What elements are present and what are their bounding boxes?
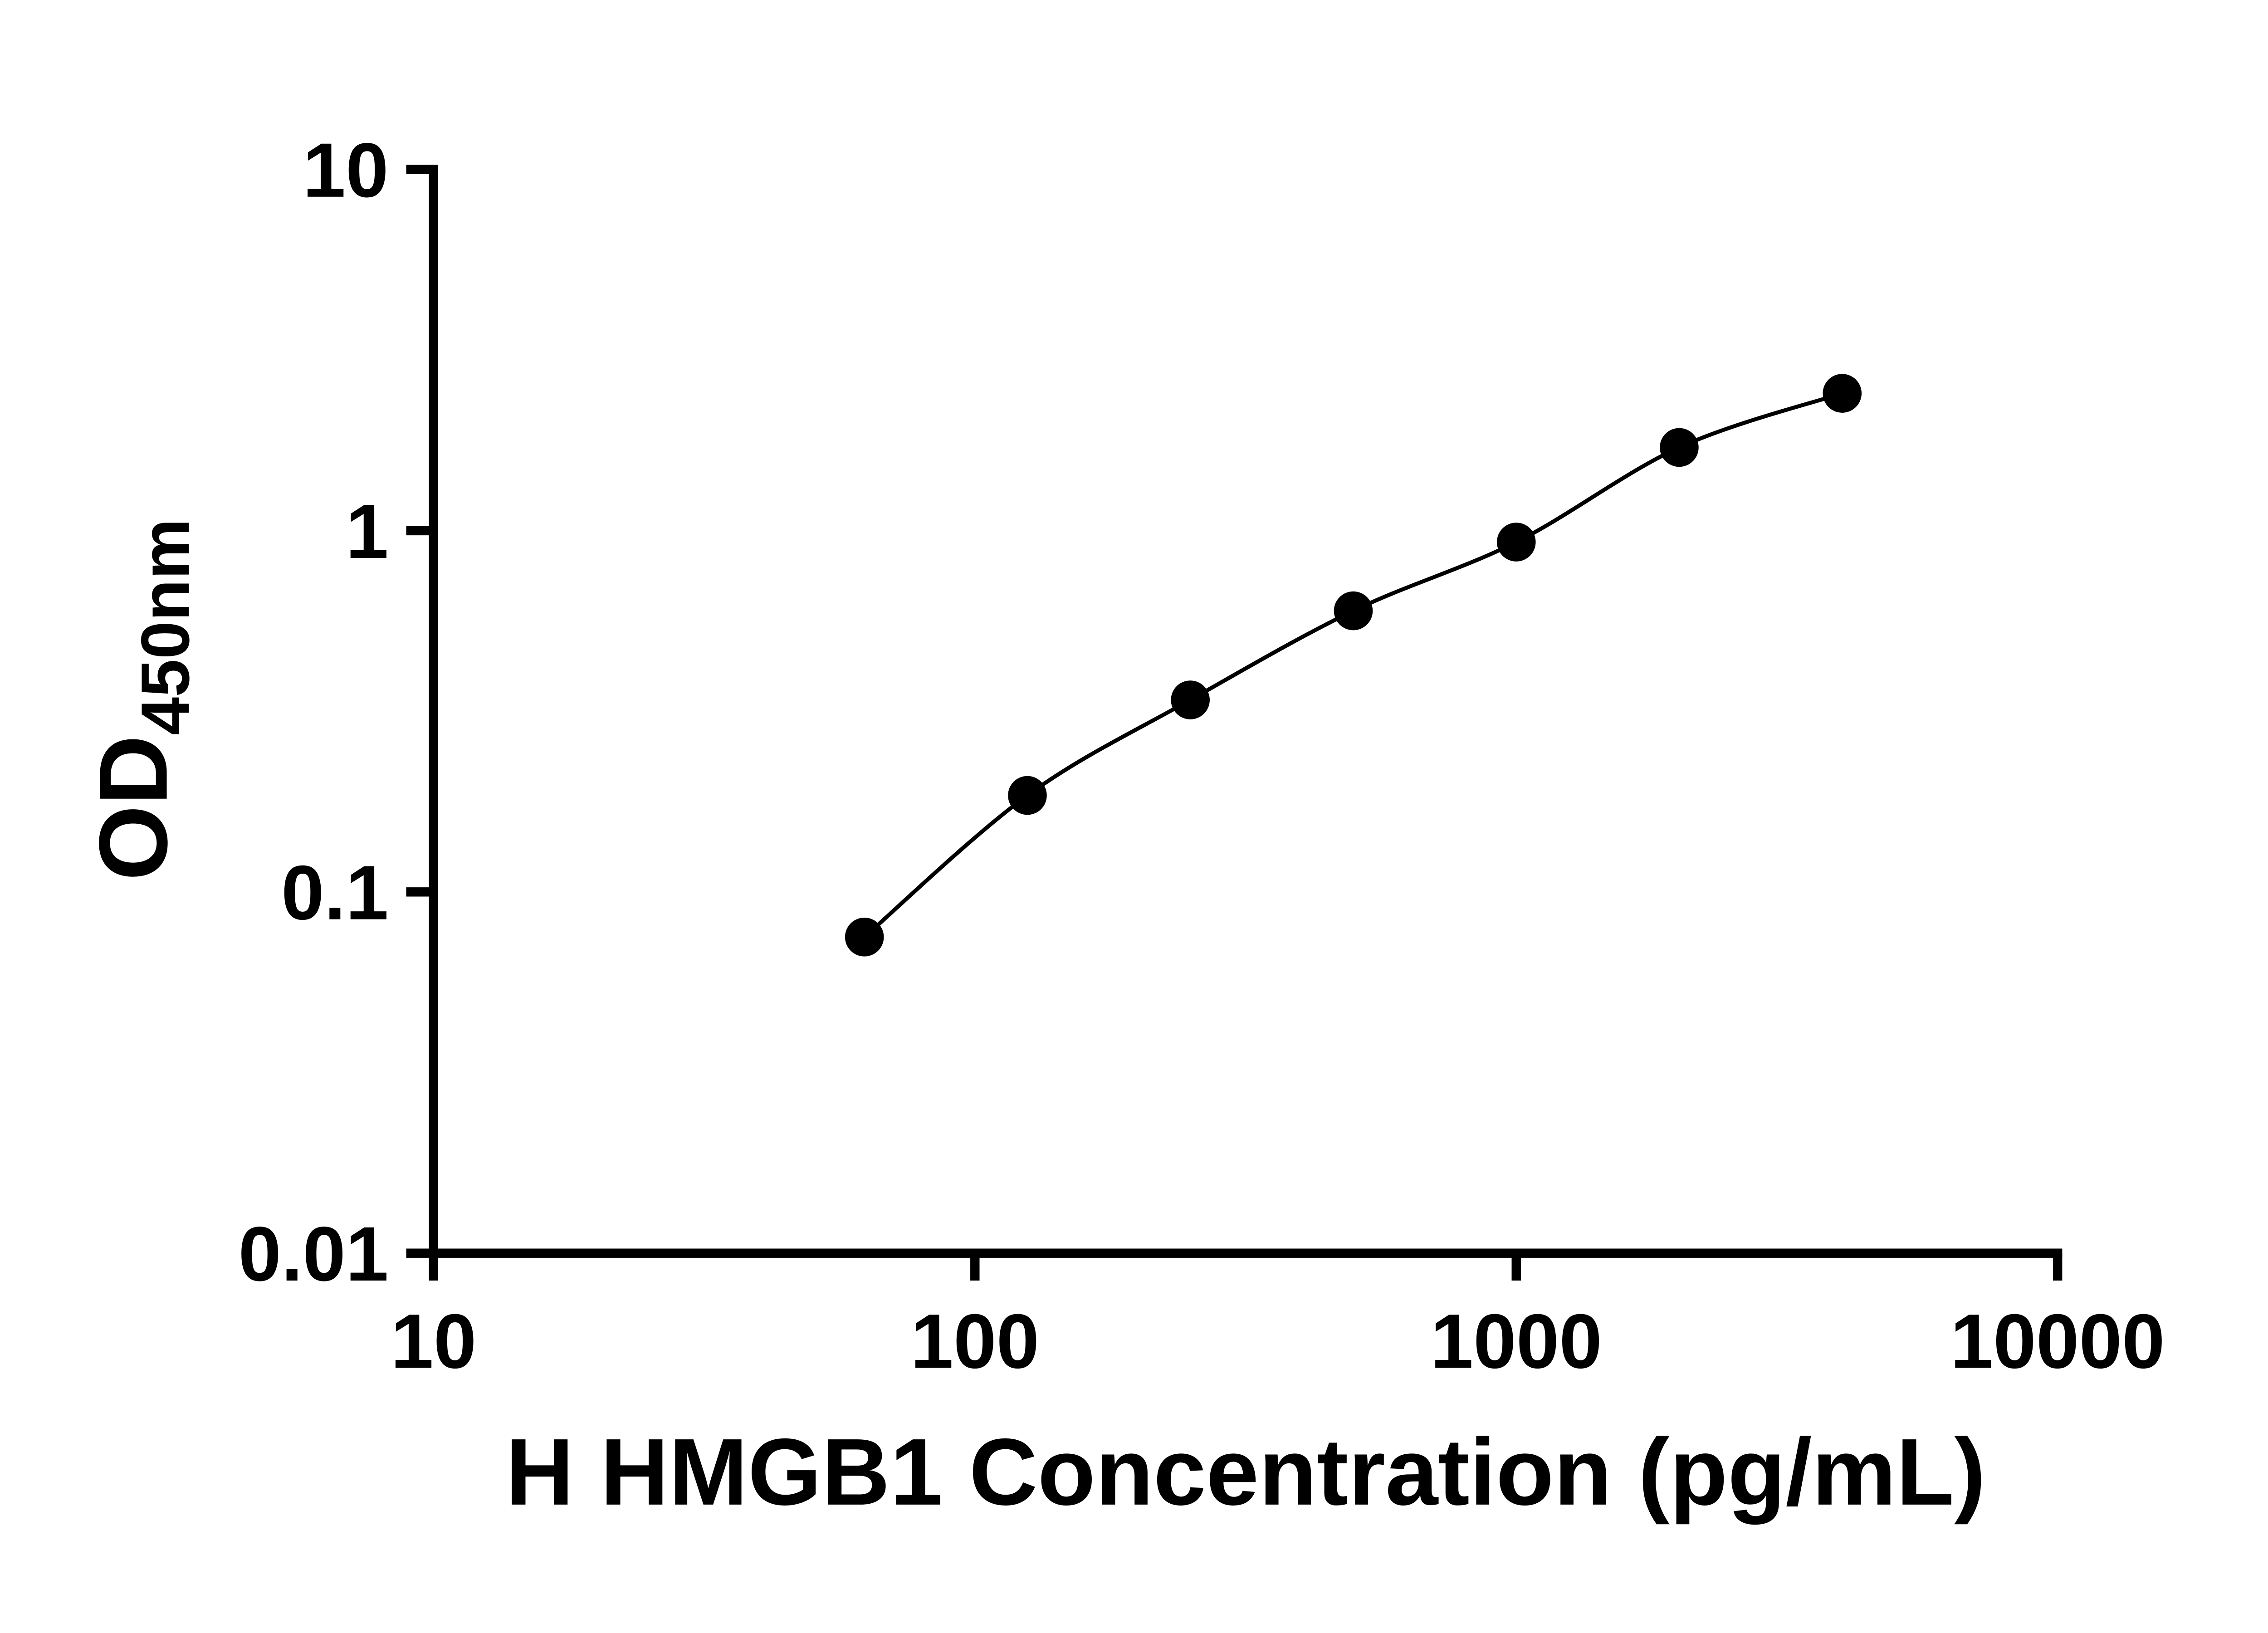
y-tick-label: 1 bbox=[346, 489, 389, 575]
data-point-marker bbox=[1823, 374, 1862, 413]
y-tick-label: 0.1 bbox=[281, 850, 389, 936]
standard-curve-line bbox=[863, 391, 1843, 939]
y-axis-title-main: OD bbox=[79, 735, 188, 881]
y-tick-label: 0.01 bbox=[238, 1211, 388, 1297]
y-axis-tick-labels: 0.01 0.1 1 10 bbox=[238, 127, 388, 1297]
data-point-marker bbox=[1660, 428, 1699, 467]
data-point-marker bbox=[1334, 591, 1373, 631]
y-tick-label: 10 bbox=[303, 127, 388, 214]
x-tick-label: 10 bbox=[391, 1298, 476, 1384]
data-point-marker bbox=[1171, 680, 1210, 719]
x-axis-tick-labels: 10 100 1000 10000 bbox=[391, 1298, 2165, 1384]
y-axis-ticks bbox=[406, 165, 434, 1258]
data-point-marker bbox=[1496, 523, 1536, 562]
x-tick-label: 10000 bbox=[1950, 1298, 2165, 1384]
axis-spine bbox=[429, 165, 2063, 1258]
y-axis-title: OD450nm bbox=[79, 518, 204, 880]
data-point-marker bbox=[845, 917, 884, 957]
x-tick-label: 1000 bbox=[1430, 1298, 1602, 1384]
data-points bbox=[845, 374, 1862, 957]
data-point-marker bbox=[1008, 776, 1047, 815]
x-axis-title: H HMGB1 Concentration (pg/mL) bbox=[505, 1419, 1985, 1525]
y-axis-title-subscript: 450nm bbox=[127, 518, 203, 735]
x-tick-label: 100 bbox=[910, 1298, 1039, 1384]
x-axis-ticks bbox=[429, 1253, 2063, 1281]
